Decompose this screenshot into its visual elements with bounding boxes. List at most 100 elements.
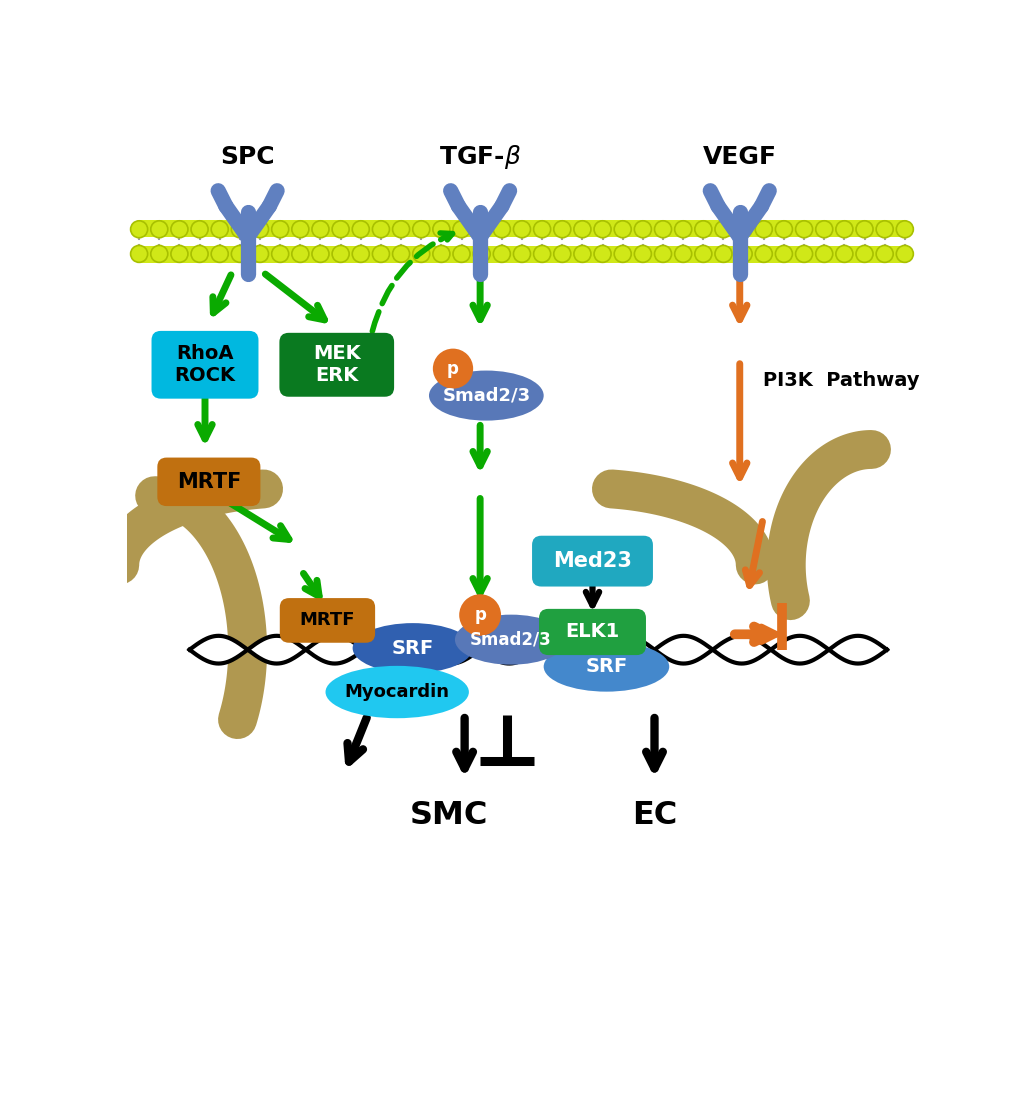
FancyBboxPatch shape [279,333,393,397]
Ellipse shape [325,666,469,719]
Circle shape [231,220,249,238]
Text: SRF: SRF [391,639,433,658]
Text: Med23: Med23 [552,551,632,571]
FancyBboxPatch shape [152,331,258,399]
Circle shape [372,246,389,262]
Ellipse shape [353,623,472,673]
Circle shape [875,220,893,238]
Circle shape [452,246,470,262]
Circle shape [694,220,711,238]
Circle shape [634,246,651,262]
Bar [139,220,906,263]
Circle shape [252,246,268,262]
Circle shape [835,246,852,262]
Circle shape [332,220,348,238]
Circle shape [593,220,610,238]
Ellipse shape [454,615,567,665]
Circle shape [271,220,288,238]
Text: p: p [446,359,459,378]
Circle shape [231,246,249,262]
Circle shape [211,220,228,238]
Circle shape [252,220,268,238]
Circle shape [654,246,671,262]
Circle shape [493,246,510,262]
Circle shape [815,220,832,238]
Text: RhoA
ROCK: RhoA ROCK [174,344,235,386]
Circle shape [432,246,449,262]
Text: ELK1: ELK1 [565,623,619,641]
Circle shape [735,220,751,238]
Text: Smad2/3: Smad2/3 [442,387,530,404]
Ellipse shape [543,641,668,692]
Circle shape [130,246,148,262]
Circle shape [613,220,631,238]
Circle shape [432,348,473,389]
Circle shape [352,220,369,238]
Circle shape [674,246,691,262]
Circle shape [332,246,348,262]
Circle shape [714,220,732,238]
Circle shape [835,220,852,238]
Circle shape [553,246,571,262]
Circle shape [392,246,410,262]
Circle shape [795,220,812,238]
Circle shape [855,220,872,238]
Text: Myocardin: Myocardin [344,683,449,701]
Circle shape [372,220,389,238]
Circle shape [574,246,590,262]
Text: SMC: SMC [410,800,488,831]
Text: TGF-$\beta$: TGF-$\beta$ [438,143,521,171]
Circle shape [171,220,187,238]
Circle shape [191,220,208,238]
Circle shape [774,220,792,238]
Circle shape [493,220,510,238]
Circle shape [171,246,187,262]
Circle shape [191,246,208,262]
Circle shape [151,220,168,238]
Circle shape [211,246,228,262]
Circle shape [754,246,771,262]
Circle shape [151,246,168,262]
Circle shape [312,220,329,238]
Circle shape [533,220,550,238]
Text: SRF: SRF [585,657,627,677]
Text: MRTF: MRTF [300,612,355,629]
Circle shape [312,246,329,262]
Circle shape [533,246,550,262]
Circle shape [855,246,872,262]
Text: PI3K  Pathway: PI3K Pathway [762,370,918,390]
Bar [139,237,906,246]
Circle shape [634,220,651,238]
FancyBboxPatch shape [279,598,375,642]
Circle shape [896,246,912,262]
Circle shape [513,220,530,238]
Circle shape [473,220,490,238]
Circle shape [654,220,671,238]
Circle shape [613,246,631,262]
Circle shape [459,594,500,636]
Circle shape [432,220,449,238]
FancyBboxPatch shape [538,609,645,655]
Text: Smad2/3: Smad2/3 [470,630,551,649]
Circle shape [473,246,490,262]
Text: EC: EC [631,800,677,831]
Circle shape [593,246,610,262]
Ellipse shape [429,370,543,421]
FancyBboxPatch shape [532,536,652,586]
Circle shape [513,246,530,262]
Text: p: p [474,606,486,624]
Circle shape [553,220,571,238]
Circle shape [452,220,470,238]
Circle shape [291,220,309,238]
Text: MRTF: MRTF [176,472,240,491]
Circle shape [291,246,309,262]
Circle shape [392,220,410,238]
Circle shape [896,220,912,238]
Circle shape [271,246,288,262]
Circle shape [130,220,148,238]
Text: SPC: SPC [220,144,275,169]
Circle shape [754,220,771,238]
Text: MEK
ERK: MEK ERK [313,344,360,386]
Circle shape [574,220,590,238]
Circle shape [795,246,812,262]
